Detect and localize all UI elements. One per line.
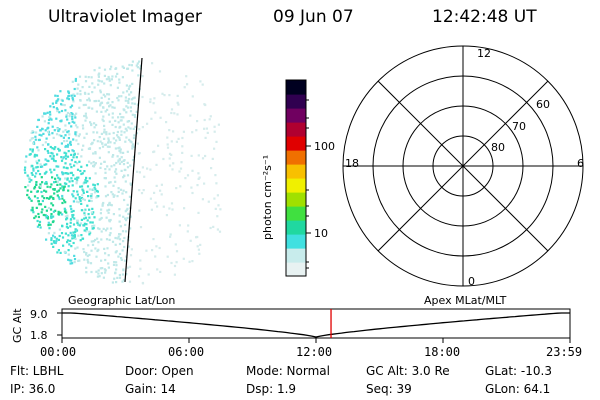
- track-y-tick-1-8: 1.8: [30, 329, 48, 342]
- track-frame: [61, 308, 571, 339]
- terminator-line: [124, 57, 143, 283]
- lat-label-80: 80: [491, 141, 505, 154]
- mlt-label-12: 12: [477, 47, 491, 60]
- colorbar-tick-100: 100: [314, 140, 335, 153]
- colorbar-cell: [286, 178, 306, 193]
- track-left-title: Geographic Lat/Lon: [68, 294, 176, 307]
- colorbar-cell: [286, 206, 306, 221]
- colorbar-tick-10: 10: [314, 227, 328, 240]
- colorbar-cell: [286, 136, 306, 151]
- colorbar-cell: [286, 150, 306, 165]
- status-dsp: Dsp: 1.9: [246, 382, 297, 396]
- colorbar-cell: [286, 234, 306, 249]
- colorbar-cell: [286, 80, 306, 95]
- track-right-title: Apex MLat/MLT: [424, 294, 507, 307]
- status-flt: Flt: LBHL: [10, 364, 64, 378]
- altitude-curve: [62, 312, 570, 338]
- mlt-label-18: 18: [345, 157, 359, 170]
- polar-diagonal-2: [377, 80, 549, 252]
- status-gain: Gain: 14: [125, 382, 176, 396]
- track-y-tick-9: 9.0: [30, 308, 48, 321]
- status-gc-alt: GC Alt: 3.0 Re: [366, 364, 450, 378]
- track-x-tick-0600: 06:00: [168, 345, 205, 359]
- status-glat: GLat: -10.3: [485, 364, 552, 378]
- instrument-title: Ultraviolet Imager: [48, 7, 202, 27]
- colorbar-cell: [286, 94, 306, 109]
- colorbar-cell: [286, 108, 306, 123]
- colorbar-cell: [286, 248, 306, 263]
- track-x-tick-0000: 00:00: [40, 345, 77, 359]
- track-x-tick-1800: 18:00: [424, 345, 461, 359]
- status-ip: IP: 36.0: [10, 382, 56, 396]
- status-glon: GLon: 64.1: [485, 382, 551, 396]
- colorbar-cell: [286, 220, 306, 235]
- time-label: 12:42:48 UT: [432, 7, 537, 27]
- mlt-label-6: 6: [577, 157, 584, 170]
- status-door: Door: Open: [125, 364, 194, 378]
- colorbar-cell: [286, 192, 306, 207]
- colorbar-cell: [286, 164, 306, 179]
- mlt-label-0: 0: [468, 275, 475, 288]
- colorbar-cell: [286, 122, 306, 137]
- track-x-tick-1200: 12:00: [296, 345, 333, 359]
- lat-label-60: 60: [536, 98, 550, 111]
- lat-label-70: 70: [512, 120, 526, 133]
- track-x-tick-2359: 23:59: [546, 345, 583, 359]
- status-seq: Seq: 39: [366, 382, 412, 396]
- status-mode: Mode: Normal: [246, 364, 330, 378]
- colorbar-cell: [286, 262, 306, 277]
- date-label: 09 Jun 07: [273, 7, 354, 27]
